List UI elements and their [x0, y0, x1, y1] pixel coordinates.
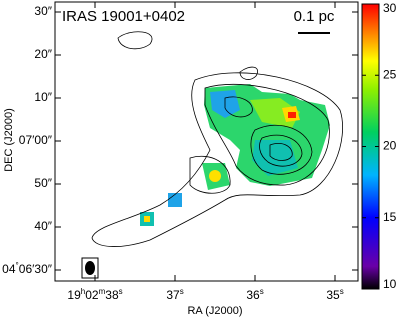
colorbar-tick-label: 15	[383, 210, 396, 224]
x-tick-label: 37s	[166, 287, 183, 302]
y-tick-label: 10″	[34, 90, 52, 104]
beam	[85, 261, 95, 275]
x-tick-label: 35s	[326, 287, 343, 302]
x-tick-label: 19h02m38s	[67, 287, 122, 302]
y-tick-label: 50″	[34, 176, 52, 190]
contours	[91, 31, 343, 247]
colorbar-tick-label: 30	[383, 1, 396, 15]
y-tick-label: 30″	[34, 4, 52, 18]
colorbar-tick-label: 10	[383, 277, 396, 291]
y-tick-label: 04°06′30″	[2, 261, 53, 276]
y-tick-label: 40″	[34, 219, 52, 233]
y-tick-label: 07′00″	[19, 133, 53, 147]
chart-title: IRAS 19001+0402	[62, 8, 185, 25]
scale-bar-label: 0.1 pc	[294, 8, 335, 25]
x-axis-label: RA (J2000)	[187, 305, 242, 317]
colorbar-tick-label: 20	[383, 139, 396, 153]
y-tick-label: 20″	[34, 47, 52, 61]
colorbar-tick-label: 25	[383, 67, 396, 81]
x-tick-label: 36s	[246, 287, 263, 302]
y-axis-label: DEC (J2000)	[3, 108, 15, 172]
